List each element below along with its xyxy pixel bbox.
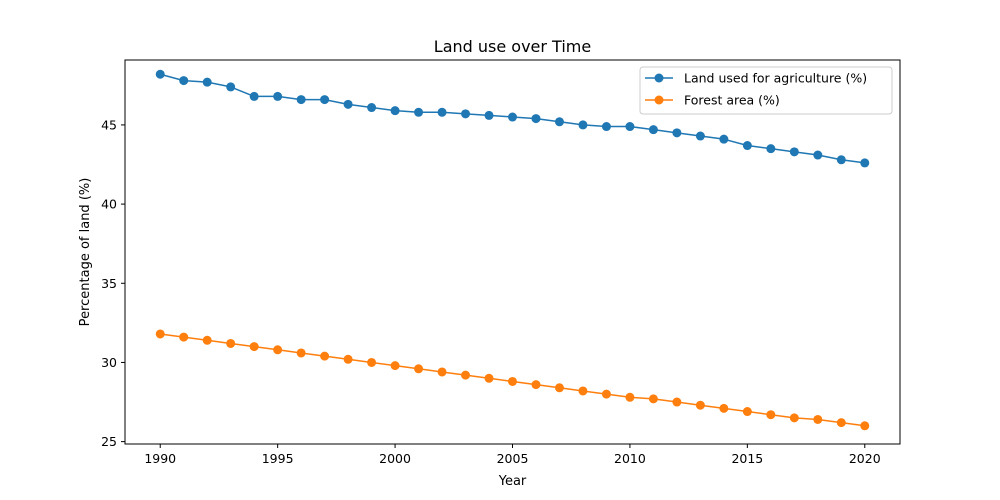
series-1-point (648, 125, 658, 135)
series-2-point (202, 335, 212, 345)
legend: Land used for agriculture (%) Forest are… (639, 66, 893, 115)
series-2-point (367, 357, 377, 367)
y-tick-label: 30 (101, 355, 117, 370)
series-2-point (414, 364, 424, 374)
series-2-point (648, 394, 658, 404)
series-1-point (789, 147, 799, 157)
series-2-point (601, 389, 611, 399)
series-2-point (860, 421, 870, 431)
series-1-point (484, 110, 494, 120)
series-2-point (531, 380, 541, 390)
x-axis: 1990 1995 2000 2005 2010 2015 2020 (144, 444, 881, 466)
series-2-point (179, 332, 189, 342)
series-2-point (320, 351, 330, 361)
series-1-point (742, 141, 752, 151)
y-tick-label: 40 (101, 197, 117, 212)
series-2-point (742, 407, 752, 417)
series-1-point (343, 99, 353, 109)
series-2-point (554, 383, 564, 393)
series-2-point (484, 373, 494, 383)
series-1-point (202, 77, 212, 87)
x-tick-label: 2020 (849, 451, 881, 466)
series-1-point (625, 122, 635, 132)
legend-marker-agriculture (654, 73, 664, 83)
series-1-point (320, 95, 330, 105)
series-2-point (226, 338, 236, 348)
x-tick-label: 1995 (262, 451, 294, 466)
series-1-point (554, 117, 564, 127)
series-1-point (531, 114, 541, 124)
chart-title: Land use over Time (434, 37, 591, 56)
series-2-point (296, 348, 306, 358)
series-2-point (155, 329, 165, 339)
series-1-point (367, 103, 377, 113)
legend-label-forest: Forest area (%) (684, 93, 780, 108)
series-2-point (719, 403, 729, 413)
legend-box (639, 66, 893, 115)
series-2-point (836, 418, 846, 428)
legend-label-agriculture: Land used for agriculture (%) (684, 71, 867, 86)
series-2-point (766, 410, 776, 420)
series-layer (155, 69, 870, 431)
series-1-point (249, 91, 259, 101)
series-1-point (695, 131, 705, 141)
series-1-point (508, 112, 517, 122)
series-1-point (461, 109, 471, 119)
x-tick-label: 2005 (497, 451, 529, 466)
series-2-point (437, 367, 447, 377)
series-1-point (437, 107, 447, 117)
series-1-point (414, 107, 424, 117)
x-tick-label: 2015 (731, 451, 763, 466)
series-1-point (390, 106, 400, 116)
series-1-point (296, 95, 306, 105)
series-1-point (860, 158, 870, 168)
series-1-point (226, 82, 236, 92)
series-2-point (461, 370, 471, 380)
y-axis: 25 30 35 40 45 (101, 117, 125, 449)
series-1-point (836, 155, 846, 165)
y-tick-label: 45 (101, 117, 117, 132)
series-1-point (766, 144, 776, 154)
series-2-point (508, 376, 517, 386)
series-1-point (273, 91, 283, 101)
series-2-point (273, 345, 283, 355)
series-1-point (813, 150, 823, 160)
series-1-point (719, 134, 729, 144)
x-tick-label: 1990 (144, 451, 176, 466)
series-2-point (249, 342, 259, 352)
y-axis-label: Percentage of land (%) (78, 178, 93, 327)
series-2-point (672, 397, 682, 407)
x-tick-label: 2000 (379, 451, 411, 466)
series-2-point (578, 386, 588, 396)
x-axis-label: Year (498, 474, 527, 489)
series-2 (155, 329, 870, 431)
series-2-point (343, 354, 353, 364)
series-2-point (813, 414, 823, 424)
series-1-point (179, 76, 189, 86)
series-2-point (625, 392, 635, 402)
x-tick-label: 2010 (614, 451, 646, 466)
series-1 (155, 69, 870, 168)
series-2-point (789, 413, 799, 423)
legend-marker-forest (654, 95, 664, 105)
series-1-point (601, 122, 611, 132)
series-1-point (155, 69, 165, 79)
y-tick-label: 25 (101, 434, 117, 449)
series-1-point (578, 120, 588, 130)
y-tick-label: 35 (101, 276, 117, 291)
series-1-point (672, 128, 682, 138)
series-2-point (695, 400, 705, 410)
series-2-point (390, 361, 400, 371)
